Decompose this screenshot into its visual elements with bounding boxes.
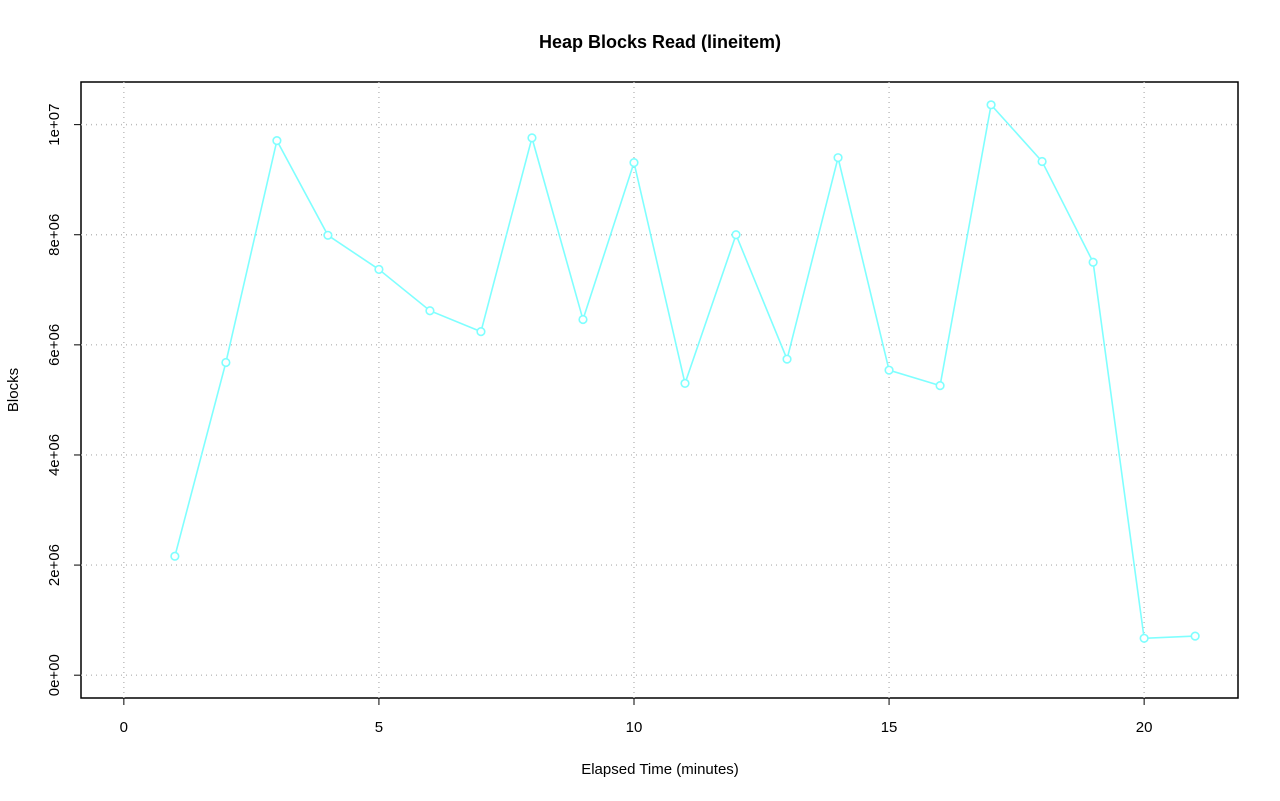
y-tick-label: 8e+06: [46, 214, 63, 256]
data-point: [935, 380, 945, 391]
x-axis-label: Elapsed Time (minutes): [581, 761, 739, 778]
data-point: [323, 230, 333, 240]
data-point: [527, 133, 537, 143]
x-tick-label: 10: [626, 719, 643, 736]
data-point: [578, 314, 588, 325]
x-tick-label: 15: [881, 719, 898, 736]
data-point: [221, 357, 231, 368]
data-point: [680, 378, 690, 388]
chart-title: Heap Blocks Read (lineitem): [539, 32, 781, 52]
data-point: [986, 100, 996, 110]
y-tick-label: 2e+06: [46, 544, 63, 586]
data-point: [374, 264, 384, 275]
data-point: [1037, 156, 1047, 167]
data-point: [1139, 633, 1149, 643]
y-tick-label: 0e+00: [46, 654, 63, 696]
data-point: [731, 230, 741, 240]
data-point: [782, 354, 792, 364]
y-tick-label: 4e+06: [46, 434, 63, 476]
y-axis-label: Blocks: [5, 368, 22, 412]
y-tick-label: 1e+07: [46, 104, 63, 146]
data-point: [272, 136, 282, 146]
data-point: [833, 153, 843, 163]
x-tick-label: 0: [120, 719, 128, 736]
plot-frame: [80, 81, 1239, 699]
x-tick-label: 5: [375, 719, 383, 736]
y-tick-label: 6e+06: [46, 324, 63, 366]
data-point: [884, 365, 894, 375]
data-point: [170, 551, 180, 561]
data-point: [629, 158, 639, 168]
data-point: [1088, 257, 1098, 267]
data-point: [476, 327, 486, 337]
series-line: [174, 103, 1196, 640]
data-point: [425, 306, 435, 316]
data-point: [1190, 631, 1200, 641]
x-tick-label: 20: [1136, 719, 1153, 736]
